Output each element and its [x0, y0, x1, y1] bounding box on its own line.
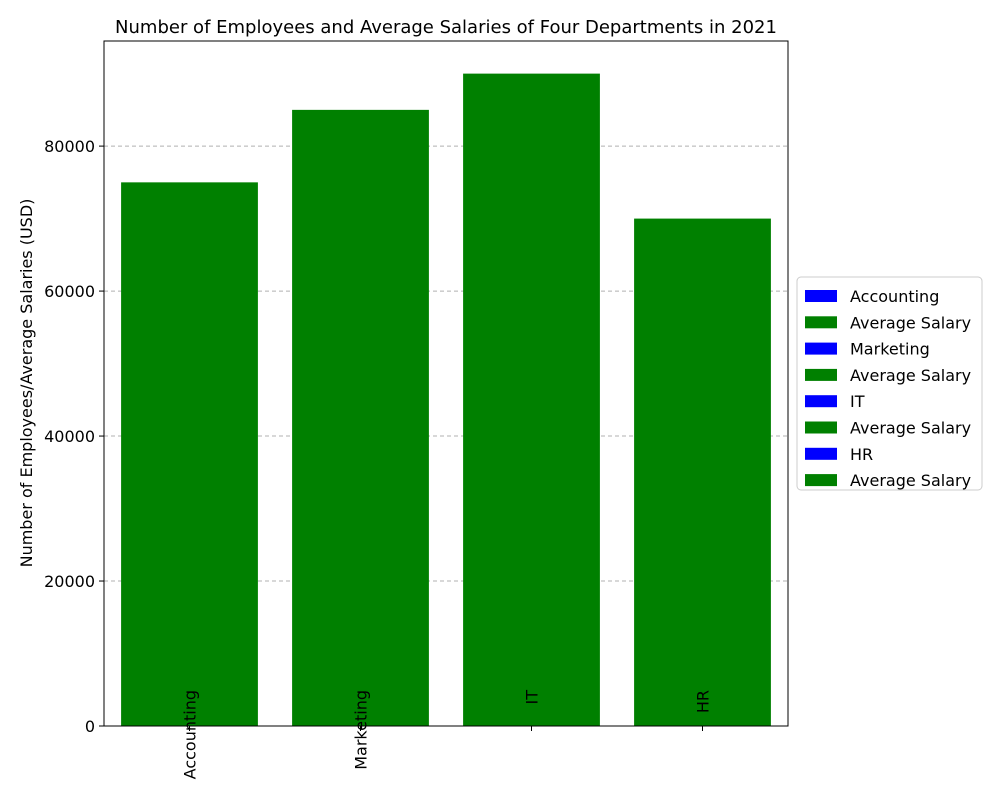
legend-entry-label: Average Salary	[850, 366, 971, 385]
x-tick-label-accounting: Accounting	[181, 690, 200, 779]
legend-swatch	[805, 369, 837, 381]
y-tick-label: 80000	[44, 137, 95, 156]
legend-entry-label: Marketing	[850, 340, 930, 359]
bar-accounting-salary	[121, 182, 258, 726]
legend-entry-label: IT	[850, 392, 865, 411]
bar-hr-salary	[634, 219, 771, 726]
legend-swatch	[805, 422, 837, 434]
bar-marketing-salary	[292, 110, 429, 726]
x-tick-label-hr: HR	[694, 690, 713, 713]
legend-swatch	[805, 343, 837, 355]
y-tick-label: 0	[85, 717, 95, 736]
x-tick-label-it: IT	[523, 690, 542, 705]
legend-entry-label: HR	[850, 445, 873, 464]
y-axis-ticks: 0 20000 40000 60000 80000	[44, 137, 104, 736]
legend: Accounting Average Salary Marketing Average…	[797, 277, 982, 490]
legend-entry-label: Average Salary	[850, 419, 971, 438]
legend-swatch	[805, 474, 837, 486]
x-axis-ticks: Accounting Marketing IT HR	[181, 690, 713, 780]
chart-title: Number of Employees and Average Salaries…	[115, 17, 777, 38]
bar-it-salary	[463, 74, 600, 726]
bars	[121, 74, 771, 726]
legend-swatch	[805, 395, 837, 407]
legend-entry-label: Accounting	[850, 287, 939, 306]
x-tick-label-marketing: Marketing	[352, 690, 371, 770]
y-tick-label: 60000	[44, 282, 95, 301]
legend-swatch	[805, 290, 837, 302]
legend-swatch	[805, 448, 837, 460]
y-tick-label: 20000	[44, 572, 95, 591]
legend-entry-label: Average Salary	[850, 471, 971, 490]
legend-swatch	[805, 316, 837, 328]
legend-entry-label: Average Salary	[850, 313, 971, 332]
y-tick-label: 40000	[44, 427, 95, 446]
y-axis-label: Number of Employees/Average Salaries (US…	[17, 199, 36, 568]
